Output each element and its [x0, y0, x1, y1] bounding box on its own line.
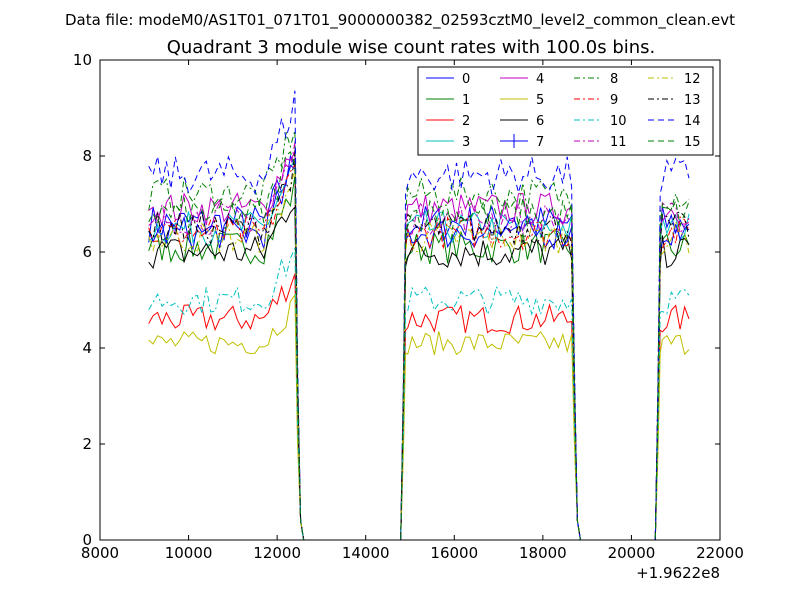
series-line-7 [148, 164, 690, 541]
legend-label-6: 6 [536, 114, 544, 129]
legend-label-8: 8 [610, 72, 618, 87]
y-tick-label: 0 [82, 531, 92, 549]
y-tick-label: 2 [82, 435, 92, 453]
series-line-3 [148, 158, 690, 541]
series-line-11 [148, 142, 690, 541]
x-tick-label: 22000 [696, 544, 744, 562]
legend-label-4: 4 [536, 72, 544, 87]
legend-label-10: 10 [610, 114, 627, 129]
x-tick-label: 20000 [608, 544, 656, 562]
x-tick-label: 8000 [81, 544, 119, 562]
legend-label-2: 2 [462, 114, 470, 129]
x-tick-label: 12000 [253, 544, 301, 562]
x-offset-label: +1.9622e8 [636, 564, 720, 582]
x-tick-label: 18000 [519, 544, 567, 562]
legend-label-11: 11 [610, 135, 627, 150]
legend-label-13: 13 [684, 93, 701, 108]
series-line-15 [148, 151, 690, 541]
series-line-6 [148, 205, 690, 541]
series-line-2 [148, 273, 690, 541]
figure-suptitle: Data file: modeM0/AS1T01_071T01_90000003… [65, 11, 735, 30]
x-tick-label: 14000 [342, 544, 390, 562]
series-layer [148, 90, 690, 541]
legend-label-14: 14 [684, 114, 701, 129]
y-tick-label: 10 [73, 51, 92, 69]
legend-label-1: 1 [462, 93, 470, 108]
series-line-5 [148, 293, 690, 541]
y-tick-label: 6 [82, 243, 92, 261]
legend-label-5: 5 [536, 93, 544, 108]
y-tick-label: 8 [82, 147, 92, 165]
axes-layer: 8000 10000 12000 14000 16000 18000 20000 22000 0… [73, 51, 744, 582]
legend-label-15: 15 [684, 135, 701, 150]
series-line-12 [148, 168, 690, 541]
legend-label-12: 12 [684, 72, 701, 87]
legend-box [417, 66, 714, 156]
legend-label-3: 3 [462, 135, 470, 150]
series-line-8 [148, 130, 690, 541]
x-tick-label: 10000 [165, 544, 213, 562]
axes-frame [99, 59, 721, 541]
x-tick-label: 16000 [430, 544, 478, 562]
chart-title: Quadrant 3 module wise count rates with … [167, 37, 656, 58]
series-line-13 [148, 150, 690, 541]
series-line-14 [148, 90, 690, 541]
legend-label-0: 0 [462, 72, 470, 87]
legend-label-7: 7 [536, 135, 544, 150]
series-line-10 [148, 248, 690, 541]
legend-label-9: 9 [610, 93, 618, 108]
y-tick-label: 4 [82, 339, 92, 357]
